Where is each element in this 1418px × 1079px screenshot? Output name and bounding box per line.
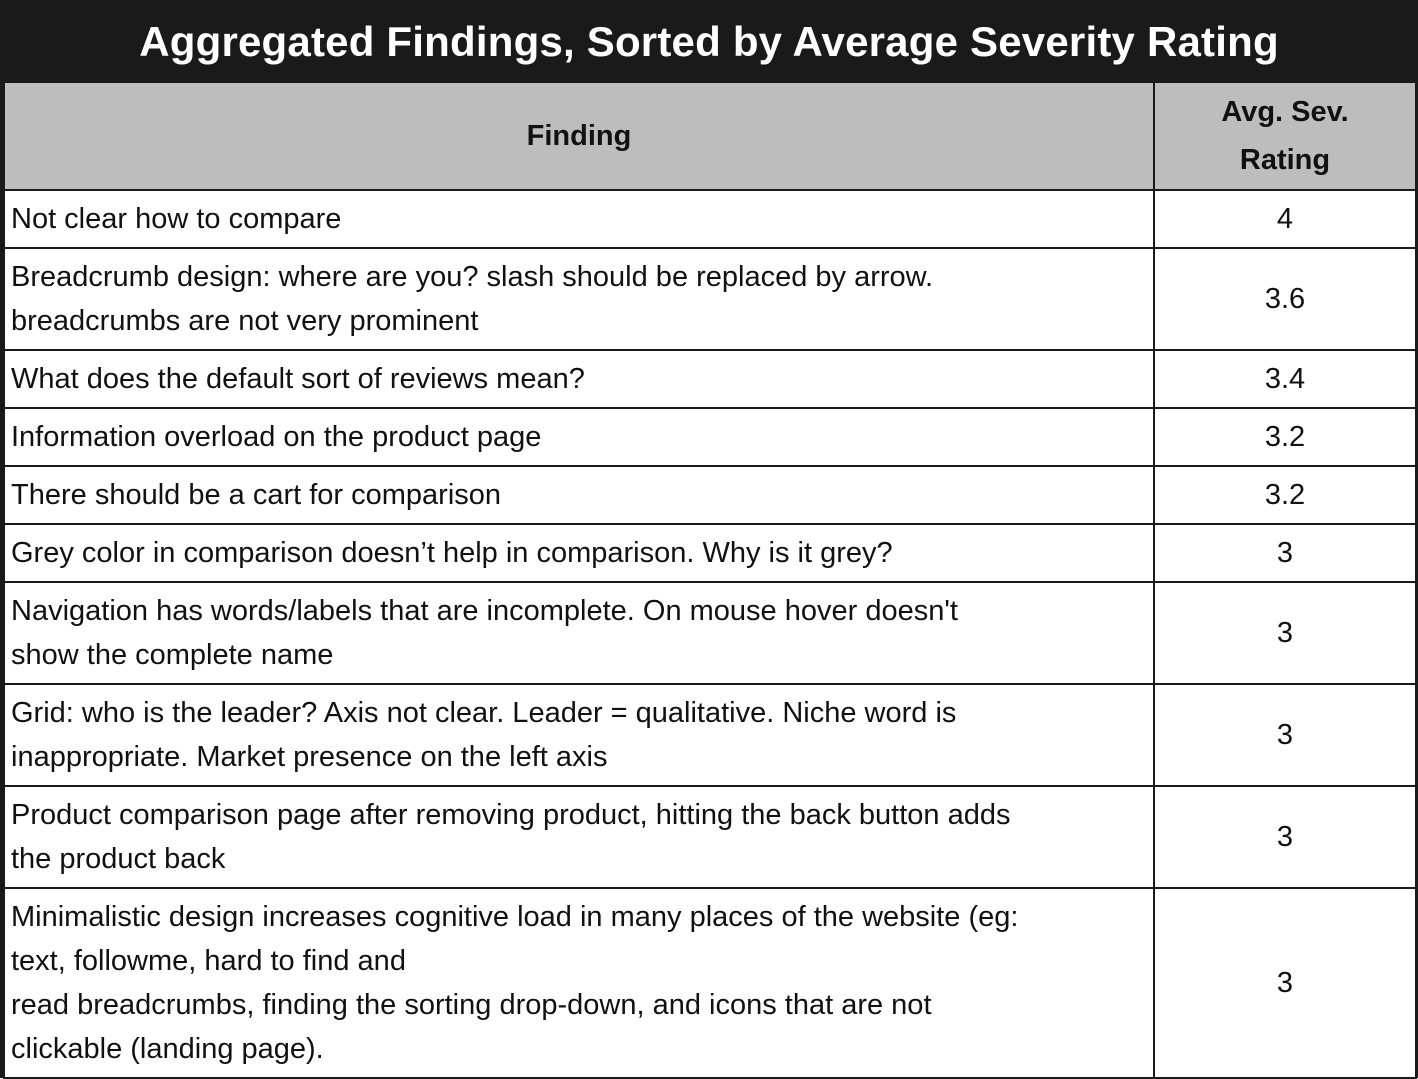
- column-header-finding: Finding: [3, 81, 1155, 191]
- finding-cell: There should be a cart for comparison: [3, 465, 1155, 525]
- rating-cell: 3.6: [1153, 247, 1417, 351]
- finding-cell: Grey color in comparison doesn’t help in…: [3, 523, 1155, 583]
- table-row: Not clear how to compare 4: [3, 189, 1417, 249]
- table-body: Not clear how to compare 4 Breadcrumb desi…: [3, 189, 1417, 1079]
- finding-text-line: Grid: who is the leader? Axis not clear.…: [11, 697, 957, 729]
- table-title: Aggregated Findings, Sorted by Average S…: [139, 18, 1279, 65]
- table-row: Minimalistic design increases cognitive …: [3, 887, 1417, 1079]
- header-row: Finding Avg. Sev. Rating: [3, 81, 1417, 191]
- finding-cell: Breadcrumb design: where are you? slash …: [3, 247, 1155, 351]
- finding-text-line: Minimalistic design increases cognitive …: [11, 901, 1019, 933]
- rating-cell: 4: [1153, 189, 1417, 249]
- finding-text-line: There should be a cart for comparison: [11, 479, 502, 511]
- finding-cell: Information overload on the product page: [3, 407, 1155, 467]
- finding-text-line: inappropriate. Market presence on the le…: [11, 741, 608, 773]
- finding-cell: Minimalistic design increases cognitive …: [3, 887, 1155, 1079]
- finding-cell: Navigation has words/labels that are inc…: [3, 581, 1155, 685]
- finding-text-line: What does the default sort of reviews me…: [11, 363, 585, 395]
- rating-cell: 3: [1153, 785, 1417, 889]
- table-row: What does the default sort of reviews me…: [3, 349, 1417, 409]
- table-row: Navigation has words/labels that are inc…: [3, 581, 1417, 685]
- finding-text-line: text, followme, hard to find and: [11, 945, 406, 977]
- rating-cell: 3.2: [1153, 407, 1417, 467]
- table-row: Breadcrumb design: where are you? slash …: [3, 247, 1417, 351]
- rating-cell: 3: [1153, 887, 1417, 1079]
- finding-text-line: Not clear how to compare: [11, 203, 342, 235]
- finding-text-line: show the complete name: [11, 639, 334, 671]
- finding-text-line: read breadcrumbs, finding the sorting dr…: [11, 989, 932, 1021]
- finding-cell: Product comparison page after removing p…: [3, 785, 1155, 889]
- table-row: Grid: who is the leader? Axis not clear.…: [3, 683, 1417, 787]
- finding-text-line: clickable (landing page).: [11, 1033, 324, 1065]
- rating-cell: 3.2: [1153, 465, 1417, 525]
- rating-cell: 3.4: [1153, 349, 1417, 409]
- table-row: Grey color in comparison doesn’t help in…: [3, 523, 1417, 583]
- rating-cell: 3: [1153, 683, 1417, 787]
- finding-cell: What does the default sort of reviews me…: [3, 349, 1155, 409]
- finding-cell: Grid: who is the leader? Axis not clear.…: [3, 683, 1155, 787]
- rating-cell: 3: [1153, 581, 1417, 685]
- finding-cell: Not clear how to compare: [3, 189, 1155, 249]
- finding-text-line: breadcrumbs are not very prominent: [11, 305, 479, 337]
- findings-table: Finding Avg. Sev. Rating Not clear how t…: [3, 81, 1417, 1079]
- finding-text-line: the product back: [11, 843, 226, 875]
- finding-text-line: Information overload on the product page: [11, 421, 542, 453]
- finding-text-line: Navigation has words/labels that are inc…: [11, 595, 958, 627]
- finding-text-line: Grey color in comparison doesn’t help in…: [11, 537, 893, 569]
- table-row: Product comparison page after removing p…: [3, 785, 1417, 889]
- column-header-rating: Avg. Sev. Rating: [1153, 81, 1417, 191]
- table-row: There should be a cart for comparison 3.2: [3, 465, 1417, 525]
- rating-cell: 3: [1153, 523, 1417, 583]
- finding-text-line: Product comparison page after removing p…: [11, 799, 1011, 831]
- finding-text-line: Breadcrumb design: where are you? slash …: [11, 261, 934, 293]
- table-row: Information overload on the product page…: [3, 407, 1417, 467]
